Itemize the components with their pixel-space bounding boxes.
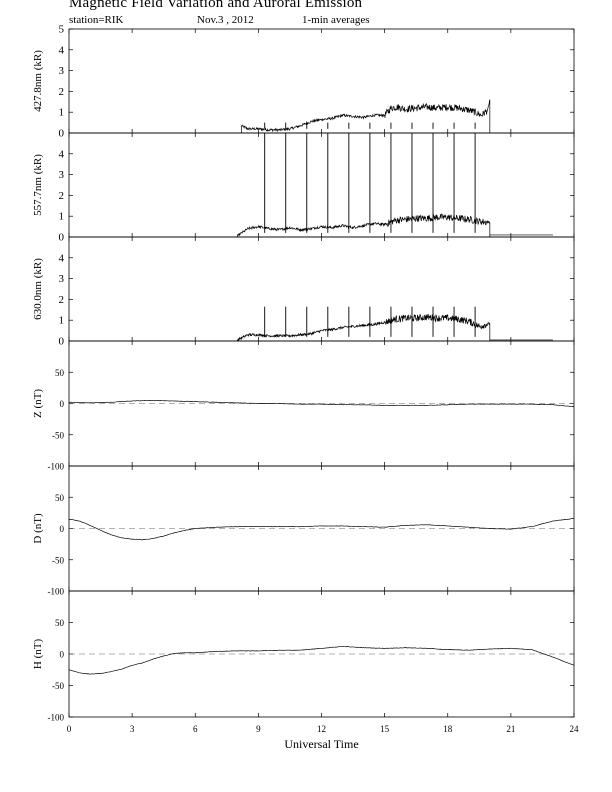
y-axis-label: 427.8nm (kR) xyxy=(32,50,44,112)
x-tick-label: 24 xyxy=(570,724,580,734)
series-line-4-1 xyxy=(68,399,575,407)
x-tick-label: 18 xyxy=(443,724,453,734)
series-line-3-1 xyxy=(237,313,491,342)
date-label: Nov.3 , 2012 xyxy=(197,14,254,26)
y-tick-label: 4 xyxy=(59,44,65,56)
y-tick-label: 3 xyxy=(59,273,65,285)
y-axis-label: 557.7nm (kR) xyxy=(32,154,44,216)
y-tick-label: 0 xyxy=(59,232,65,244)
figure-title: Magnetic Field Variation and Auroral Emi… xyxy=(69,0,363,11)
y-tick-label: 3 xyxy=(59,169,65,181)
x-tick-label: 15 xyxy=(380,724,390,734)
y-tick-label: -100 xyxy=(48,462,65,472)
station-label: station=RIK xyxy=(69,14,124,26)
x-tick-label: 21 xyxy=(506,724,515,734)
x-tick-label: 3 xyxy=(130,724,135,734)
y-tick-label: 0 xyxy=(60,399,65,409)
y-tick-label: -100 xyxy=(48,713,65,723)
x-tick-label: 9 xyxy=(256,724,261,734)
y-tick-label: 3 xyxy=(59,65,65,77)
y-tick-label: -50 xyxy=(52,430,64,440)
y-tick-label: 1 xyxy=(59,107,65,119)
series-line-6-1 xyxy=(68,646,575,675)
y-tick-label: 1 xyxy=(59,315,65,327)
y-tick-label: 0 xyxy=(59,128,65,140)
y-tick-label: 2 xyxy=(59,294,65,306)
y-tick-label: 50 xyxy=(55,618,65,628)
y-axis-label: H (nT) xyxy=(32,639,44,670)
y-tick-label: 2 xyxy=(59,190,65,202)
y-tick-label: 50 xyxy=(55,368,65,378)
y-tick-label: 4 xyxy=(59,148,65,160)
series-line-5-1 xyxy=(68,518,575,541)
x-tick-label: 0 xyxy=(67,724,72,734)
y-tick-label: 0 xyxy=(60,524,65,534)
series-line-2-1 xyxy=(236,213,491,237)
y-tick-label: 4 xyxy=(59,252,65,264)
x-axis-label: Universal Time xyxy=(284,737,358,751)
y-tick-label: 2 xyxy=(59,86,65,98)
panel-frame-3 xyxy=(68,236,575,342)
y-tick-label: 0 xyxy=(60,650,65,660)
x-tick-label: 6 xyxy=(193,724,198,734)
y-tick-label: -100 xyxy=(48,587,65,597)
y-axis-label: D (nT) xyxy=(32,513,44,544)
y-tick-label: 50 xyxy=(55,493,65,503)
y-tick-label: -50 xyxy=(52,681,64,691)
panel-frame-2 xyxy=(68,132,575,238)
y-tick-label: 0 xyxy=(59,336,65,348)
averaging-label: 1-min averages xyxy=(302,14,370,26)
y-axis-label: Z (nT) xyxy=(32,389,44,418)
y-axis-label: 630.0nm (kR) xyxy=(32,258,44,320)
y-tick-label: 5 xyxy=(59,24,65,36)
x-tick-label: 12 xyxy=(317,724,326,734)
y-tick-label: 1 xyxy=(59,211,65,223)
y-tick-label: -50 xyxy=(52,555,64,565)
panel-frame-1 xyxy=(68,28,575,134)
series-line-1-1 xyxy=(241,99,491,133)
